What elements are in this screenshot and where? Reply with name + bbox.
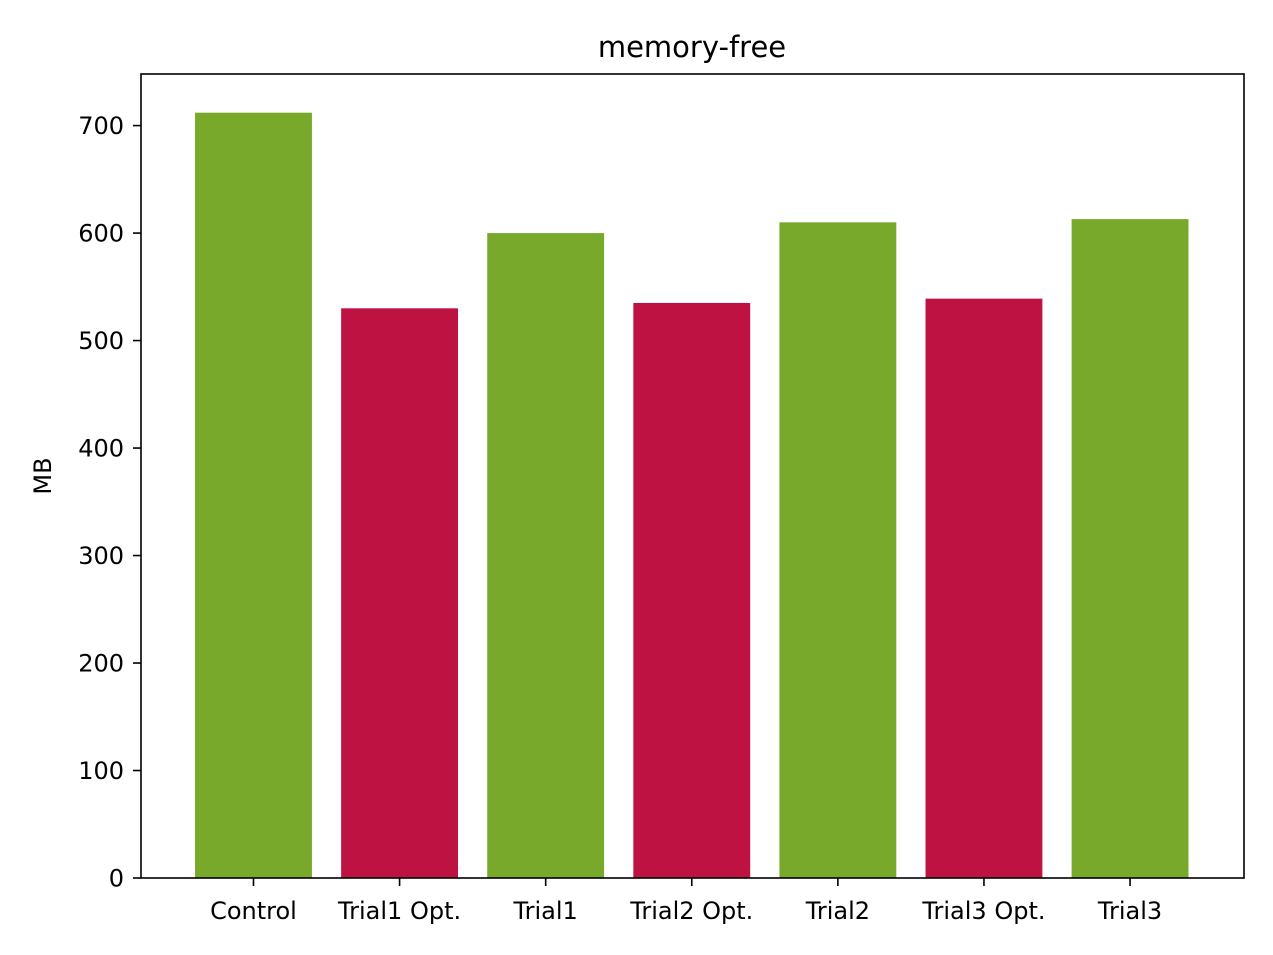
bar-trial3 <box>1071 219 1189 879</box>
plot-area-frame <box>140 73 1245 879</box>
bar-trial1 <box>487 233 605 879</box>
y-tick-label: 300 <box>78 542 124 570</box>
x-tick-label: Trial1 <box>513 897 578 925</box>
y-tick-label: 400 <box>78 435 124 463</box>
y-tick-label: 200 <box>78 650 124 678</box>
x-tick-label: Trial2 <box>805 897 870 925</box>
y-axis-label: MB <box>29 457 57 494</box>
y-tick-label: 600 <box>78 220 124 248</box>
bar-trial3-opt <box>925 298 1043 878</box>
y-tick-label: 0 <box>109 865 124 893</box>
bar-trial2 <box>779 222 897 879</box>
chart-title: memory-free <box>598 30 786 64</box>
x-tick-label: Trial2 Opt. <box>629 897 753 925</box>
x-tick-label: Control <box>210 897 297 925</box>
y-tick-label: 100 <box>78 757 124 785</box>
bars-group <box>195 112 1189 879</box>
y-axis-ticks: 0 100 200 300 400 500 600 700 <box>78 112 141 893</box>
y-tick-label: 500 <box>78 327 124 355</box>
y-tick-label: 700 <box>78 112 124 140</box>
x-tick-label: Trial3 Opt. <box>921 897 1045 925</box>
x-tick-label: Trial3 <box>1097 897 1162 925</box>
x-tick-label: Trial1 Opt. <box>337 897 461 925</box>
bar-trial2-opt <box>633 302 751 878</box>
bar-trial1-opt <box>341 308 459 878</box>
bar-control <box>195 112 312 878</box>
x-axis-ticks: Control Trial1 Opt. Trial1 Trial2 Opt. Trial… <box>210 878 1162 925</box>
